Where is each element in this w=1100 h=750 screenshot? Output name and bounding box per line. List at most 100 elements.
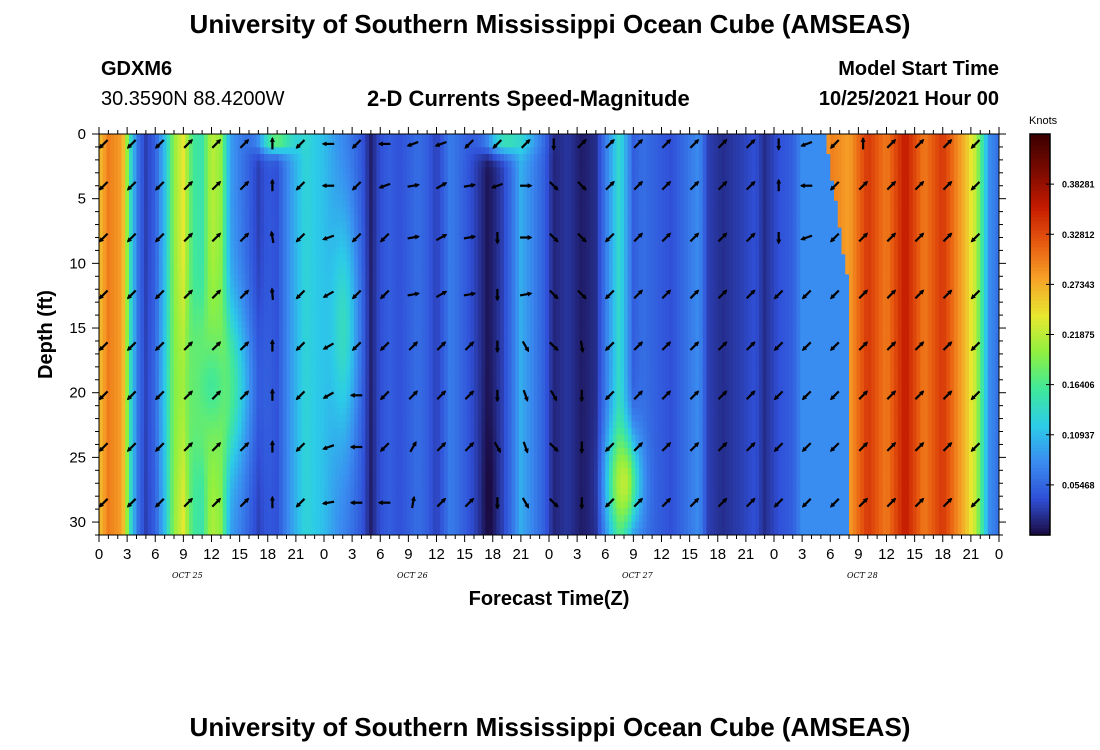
heatmap-cell — [324, 508, 329, 516]
heatmap-cell — [305, 341, 310, 349]
heatmap-cell — [406, 134, 411, 142]
heatmap-cell — [241, 414, 246, 422]
heatmap-cell — [331, 227, 336, 235]
heatmap-cell — [350, 194, 355, 202]
heatmap-cell — [369, 494, 374, 503]
heatmap-cell — [297, 240, 303, 249]
heatmap-cell — [264, 374, 269, 382]
heatmap-cell — [230, 468, 235, 476]
heatmap-cell — [342, 200, 348, 209]
heatmap-cell — [406, 260, 411, 269]
heatmap-cell — [327, 461, 333, 469]
heatmap-cell — [369, 488, 374, 496]
heatmap-cell — [369, 200, 374, 209]
heatmap-cell — [181, 341, 186, 349]
heatmap-cell — [354, 260, 359, 269]
heatmap-cell — [215, 528, 220, 535]
heatmap-cell — [399, 401, 404, 409]
heatmap-cell — [117, 461, 123, 469]
heatmap-cell — [297, 167, 303, 175]
heatmap-cell — [159, 334, 164, 342]
heatmap-cell — [151, 281, 156, 289]
heatmap-cell — [309, 207, 314, 215]
heatmap-cell — [305, 247, 310, 255]
heatmap-cell — [346, 281, 351, 289]
heatmap-cell — [327, 387, 333, 396]
heatmap-cell — [391, 394, 396, 402]
heatmap-cell — [230, 187, 235, 195]
heatmap-cell — [316, 461, 321, 469]
heatmap-cell — [256, 167, 261, 175]
heatmap-cell — [305, 194, 310, 202]
heatmap-cell — [260, 428, 265, 436]
heatmap-cell — [222, 434, 228, 443]
heatmap-cell — [316, 481, 321, 489]
heatmap-cell — [170, 174, 175, 182]
heatmap-cell — [339, 421, 344, 429]
heatmap-cell — [260, 454, 265, 463]
heatmap-cell — [395, 521, 400, 529]
heatmap-cell — [166, 454, 171, 463]
heatmap-cell — [399, 514, 404, 523]
heatmap-cell — [162, 374, 168, 382]
heatmap-cell — [305, 260, 310, 269]
heatmap-cell — [380, 354, 385, 362]
heatmap-cell — [207, 147, 213, 155]
heatmap-cell — [144, 174, 149, 182]
heatmap-cell — [290, 267, 295, 275]
heatmap-cell — [267, 207, 273, 215]
heatmap-cell — [357, 267, 363, 275]
heatmap-cell — [174, 428, 179, 436]
heatmap-cell — [196, 474, 201, 483]
heatmap-cell — [365, 474, 370, 483]
heatmap-cell — [305, 207, 310, 215]
heatmap-cell — [264, 200, 269, 209]
heatmap-cell — [282, 234, 288, 242]
heatmap-cell — [301, 174, 306, 182]
heatmap-cell — [132, 528, 138, 535]
heatmap-cell — [189, 401, 194, 409]
heatmap-cell — [260, 134, 265, 142]
heatmap-cell — [279, 174, 284, 182]
heatmap-cell — [316, 474, 321, 483]
heatmap-cell — [309, 160, 314, 169]
heatmap-cell — [140, 134, 145, 142]
heatmap-cell — [166, 240, 171, 249]
heatmap-cell — [286, 307, 291, 316]
heatmap-cell — [309, 294, 314, 302]
heatmap-cell — [249, 468, 254, 476]
heatmap-cell — [391, 147, 396, 155]
heatmap-cell — [305, 528, 310, 535]
heatmap-cell — [241, 488, 246, 496]
heatmap-cell — [282, 468, 288, 476]
heatmap-cell — [166, 307, 171, 316]
heatmap-cell — [237, 387, 243, 396]
heatmap-cell — [147, 381, 153, 389]
heatmap-cell — [297, 334, 303, 342]
heatmap-cell — [192, 528, 198, 535]
heatmap-cell — [192, 347, 198, 356]
heatmap-cell — [121, 474, 126, 483]
heatmap-cell — [144, 381, 149, 389]
heatmap-cell — [215, 401, 220, 409]
heatmap-cell — [234, 428, 239, 436]
heatmap-cell — [339, 341, 344, 349]
heatmap-cell — [324, 167, 329, 175]
heatmap-cell — [391, 347, 396, 356]
heatmap-cell — [110, 140, 115, 148]
heatmap-cell — [117, 174, 123, 182]
heatmap-cell — [256, 428, 261, 436]
heatmap-cell — [350, 361, 355, 369]
heatmap-cell — [121, 434, 126, 443]
heatmap-cell — [215, 361, 220, 369]
heatmap-cell — [316, 521, 321, 529]
heatmap-cell — [365, 448, 370, 456]
heatmap-cell — [294, 267, 299, 275]
heatmap-cell — [324, 374, 329, 382]
heatmap-cell — [204, 147, 209, 155]
heatmap-cell — [204, 448, 209, 456]
heatmap-cell — [192, 361, 198, 369]
heatmap-cell — [207, 140, 213, 148]
heatmap-cell — [106, 301, 111, 309]
heatmap-cell — [174, 448, 179, 456]
